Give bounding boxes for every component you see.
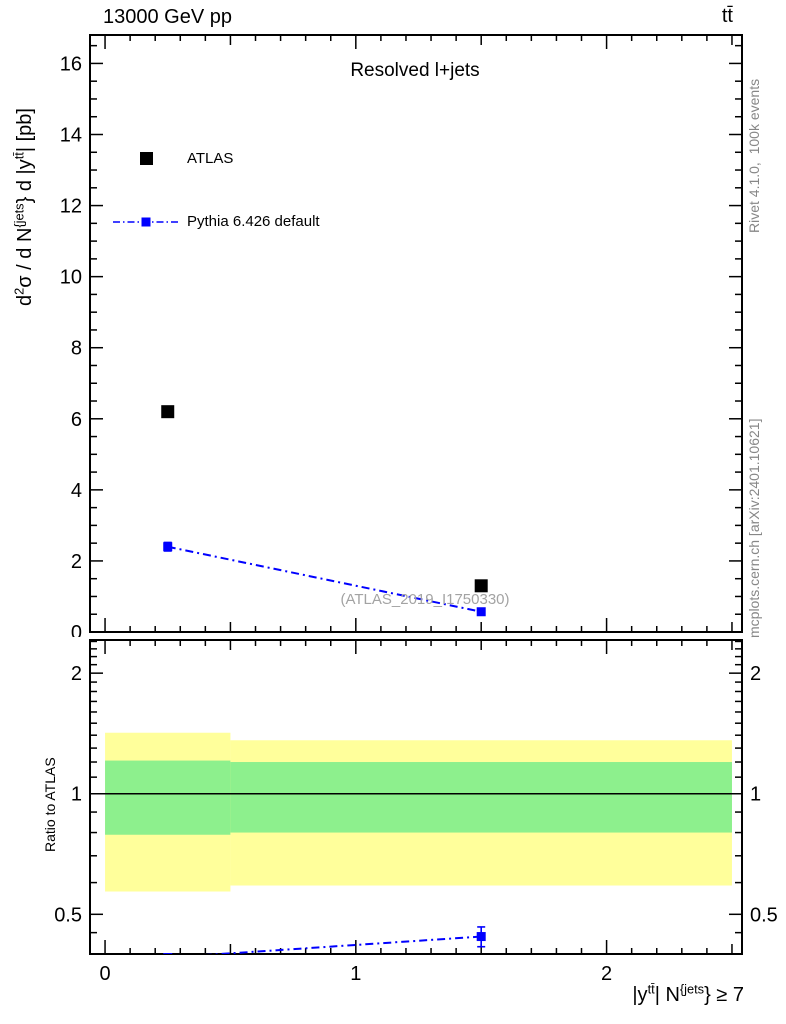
main-series-atlas	[161, 405, 488, 593]
ratio-y-tick-label-right: 2	[750, 663, 761, 685]
ratio-y-tick-label-left: 2	[71, 663, 82, 685]
legend-label-atlas: ATLAS	[187, 150, 234, 167]
ratio-y-tick-label-left: 1	[71, 784, 82, 806]
band-inner-green	[105, 760, 231, 835]
ratio-uncertainty-bands	[105, 732, 732, 892]
mcplots-arxiv-note: mcplots.cern.ch [arXiv:2401.10621]	[746, 418, 762, 638]
main-y-tick-label: 8	[71, 338, 82, 360]
pythia-line-marker-icon	[105, 214, 187, 230]
legend: ATLAS Pythia 6.426 default	[105, 109, 320, 271]
observable-title: Resolved l+jets	[350, 60, 480, 81]
main-y-tick-label: 12	[60, 196, 82, 218]
atlas-square-marker-icon	[105, 152, 187, 165]
ratio-frame	[89, 639, 743, 955]
main-y-tick-label: 0	[71, 622, 82, 644]
beam-energy-title: 13000 GeV pp	[103, 6, 232, 28]
data-point-marker	[163, 542, 173, 552]
ratio-y-tick-label-right: 1	[750, 784, 761, 806]
main-y-tick-label: 4	[71, 480, 82, 502]
data-point-marker	[476, 607, 486, 617]
ratio-series-pythia	[163, 926, 486, 954]
legend-label-pythia: Pythia 6.426 default	[187, 213, 320, 230]
x-axis-label: |ytt̄| N{jets} ≥ 7	[632, 981, 744, 1006]
main-y-tick-label: 14	[60, 125, 82, 147]
ratio-y-tick-label-right: 0.5	[750, 904, 778, 926]
x-tick-label: 1	[350, 963, 361, 985]
process-title: tt̄	[721, 5, 733, 27]
analysis-watermark: (ATLAS_2019_I1750330)	[340, 591, 510, 608]
ratio-y-tick-label-left: 0.5	[54, 904, 82, 926]
main-frame	[89, 34, 743, 633]
legend-item-atlas: ATLAS	[105, 145, 320, 172]
main-y-axis-label: d2σ / d N{jets} d |ytt̄| [pb]	[11, 108, 36, 306]
main-y-tick-label: 10	[60, 267, 82, 289]
data-point-marker	[476, 932, 486, 942]
main-y-tick-label: 2	[71, 551, 82, 573]
ratio-y-axis-label: Ratio to ATLAS	[42, 757, 58, 852]
data-point-marker	[163, 953, 173, 954]
main-series-pythia	[163, 541, 486, 617]
rivet-version-note: Rivet 4.1.0, 100k events	[746, 78, 762, 233]
data-point-marker	[474, 579, 488, 593]
legend-item-pythia: Pythia 6.426 default	[105, 208, 320, 235]
x-tick-label: 2	[601, 963, 612, 985]
main-y-tick-label: 16	[60, 53, 82, 75]
band-inner-green	[230, 762, 732, 833]
x-tick-label: 0	[99, 963, 110, 985]
data-point-marker	[161, 405, 175, 419]
main-y-tick-label: 6	[71, 409, 82, 431]
series-line	[205, 935, 482, 954]
